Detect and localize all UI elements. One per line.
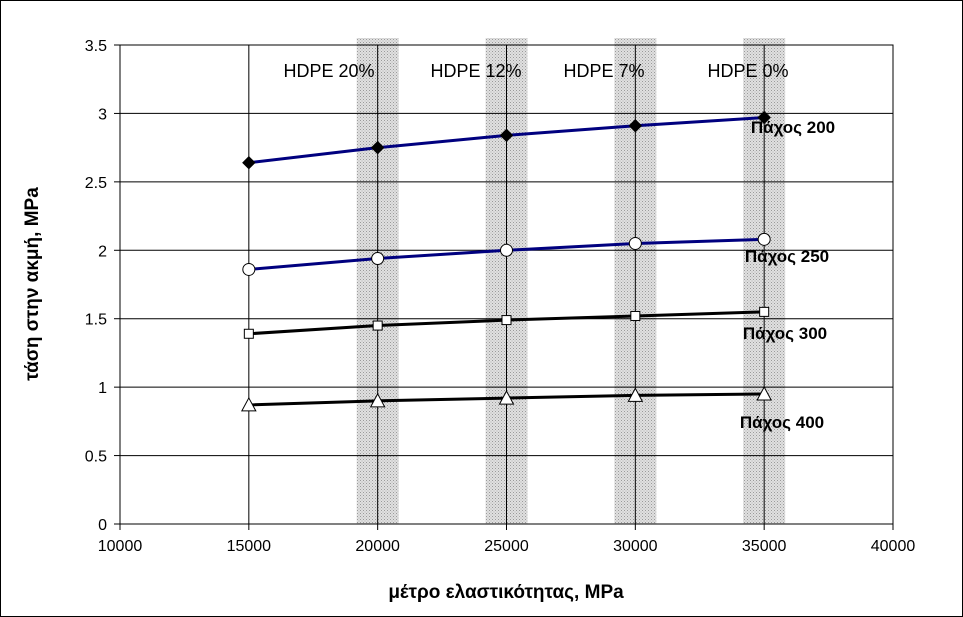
series-1-point-4 <box>757 232 771 246</box>
y-tick-label-6: 3 <box>98 106 107 123</box>
series-0-point-4 <box>757 110 771 125</box>
y-tick-label-7: 3.5 <box>85 38 107 55</box>
x-tick-label-1: 15000 <box>227 538 272 555</box>
band-label-0: HDPE 20% <box>283 61 374 81</box>
series-1-point-0 <box>242 262 256 276</box>
series-3-point-0 <box>240 396 257 412</box>
y-tick-label-1: 0.5 <box>85 449 107 466</box>
x-tick-label-3: 25000 <box>484 538 529 555</box>
series-3-point-1 <box>369 392 386 408</box>
series-0-point-2 <box>499 128 514 143</box>
series-2-point-4 <box>759 306 770 317</box>
y-axis-title: τάση στην ακμή, MPa <box>22 187 43 381</box>
y-axis-ticks: 0 0.5 1 1.5 2 2.5 3 3.5 <box>85 38 120 534</box>
x-tick-label-5: 35000 <box>742 538 787 555</box>
series-label-3: Πάχος 400 <box>740 413 824 432</box>
series-2-point-2 <box>501 315 512 326</box>
band-label-1: HDPE 12% <box>430 61 521 81</box>
series-0-point-3 <box>628 119 643 133</box>
series-3-point-4 <box>756 385 773 401</box>
series-1-point-3 <box>628 236 642 250</box>
x-tick-label-2: 20000 <box>355 538 400 555</box>
y-tick-label-3: 1.5 <box>85 312 107 329</box>
series-label-2: Πάχος 300 <box>743 324 827 343</box>
series-0-point-0 <box>242 155 256 170</box>
series-labels: Πάχος 200 Πάχος 250 Πάχος 300 Πάχος 400 <box>740 118 835 432</box>
band-label-3: HDPE 0% <box>707 61 788 81</box>
series-2-point-3 <box>630 310 641 321</box>
series-group <box>240 110 773 412</box>
x-tick-label-4: 30000 <box>613 538 658 555</box>
y-tick-label-4: 2 <box>98 243 107 260</box>
series-2-point-0 <box>243 328 254 339</box>
series-label-0: Πάχος 200 <box>751 118 835 137</box>
x-axis-ticks: 10000 15000 20000 25000 30000 35000 40000 <box>98 524 916 555</box>
y-tick-label-2: 1 <box>98 380 107 397</box>
band-labels: HDPE 20% HDPE 12% HDPE 7% HDPE 0% <box>283 61 788 81</box>
series-0-point-1 <box>370 140 385 155</box>
series-2-point-1 <box>372 320 383 331</box>
x-tick-label-0: 10000 <box>98 538 143 555</box>
series-3-point-3 <box>627 387 644 402</box>
series-label-1: Πάχος 250 <box>745 247 829 266</box>
x-tick-label-6: 40000 <box>871 538 916 555</box>
series-3-point-2 <box>498 390 515 405</box>
x-axis-title: μέτρο ελαστικότητας, MPa <box>388 582 624 603</box>
series-1-point-2 <box>500 243 513 257</box>
y-tick-label-0: 0 <box>98 517 107 534</box>
y-tick-label-5: 2.5 <box>85 175 107 192</box>
band-label-2: HDPE 7% <box>563 61 644 81</box>
series-1-point-1 <box>371 251 385 265</box>
